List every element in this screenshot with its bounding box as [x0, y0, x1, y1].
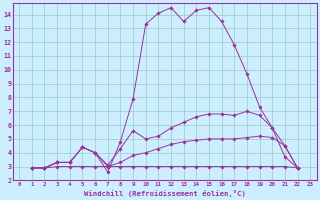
X-axis label: Windchill (Refroidissement éolien,°C): Windchill (Refroidissement éolien,°C)	[84, 190, 246, 197]
